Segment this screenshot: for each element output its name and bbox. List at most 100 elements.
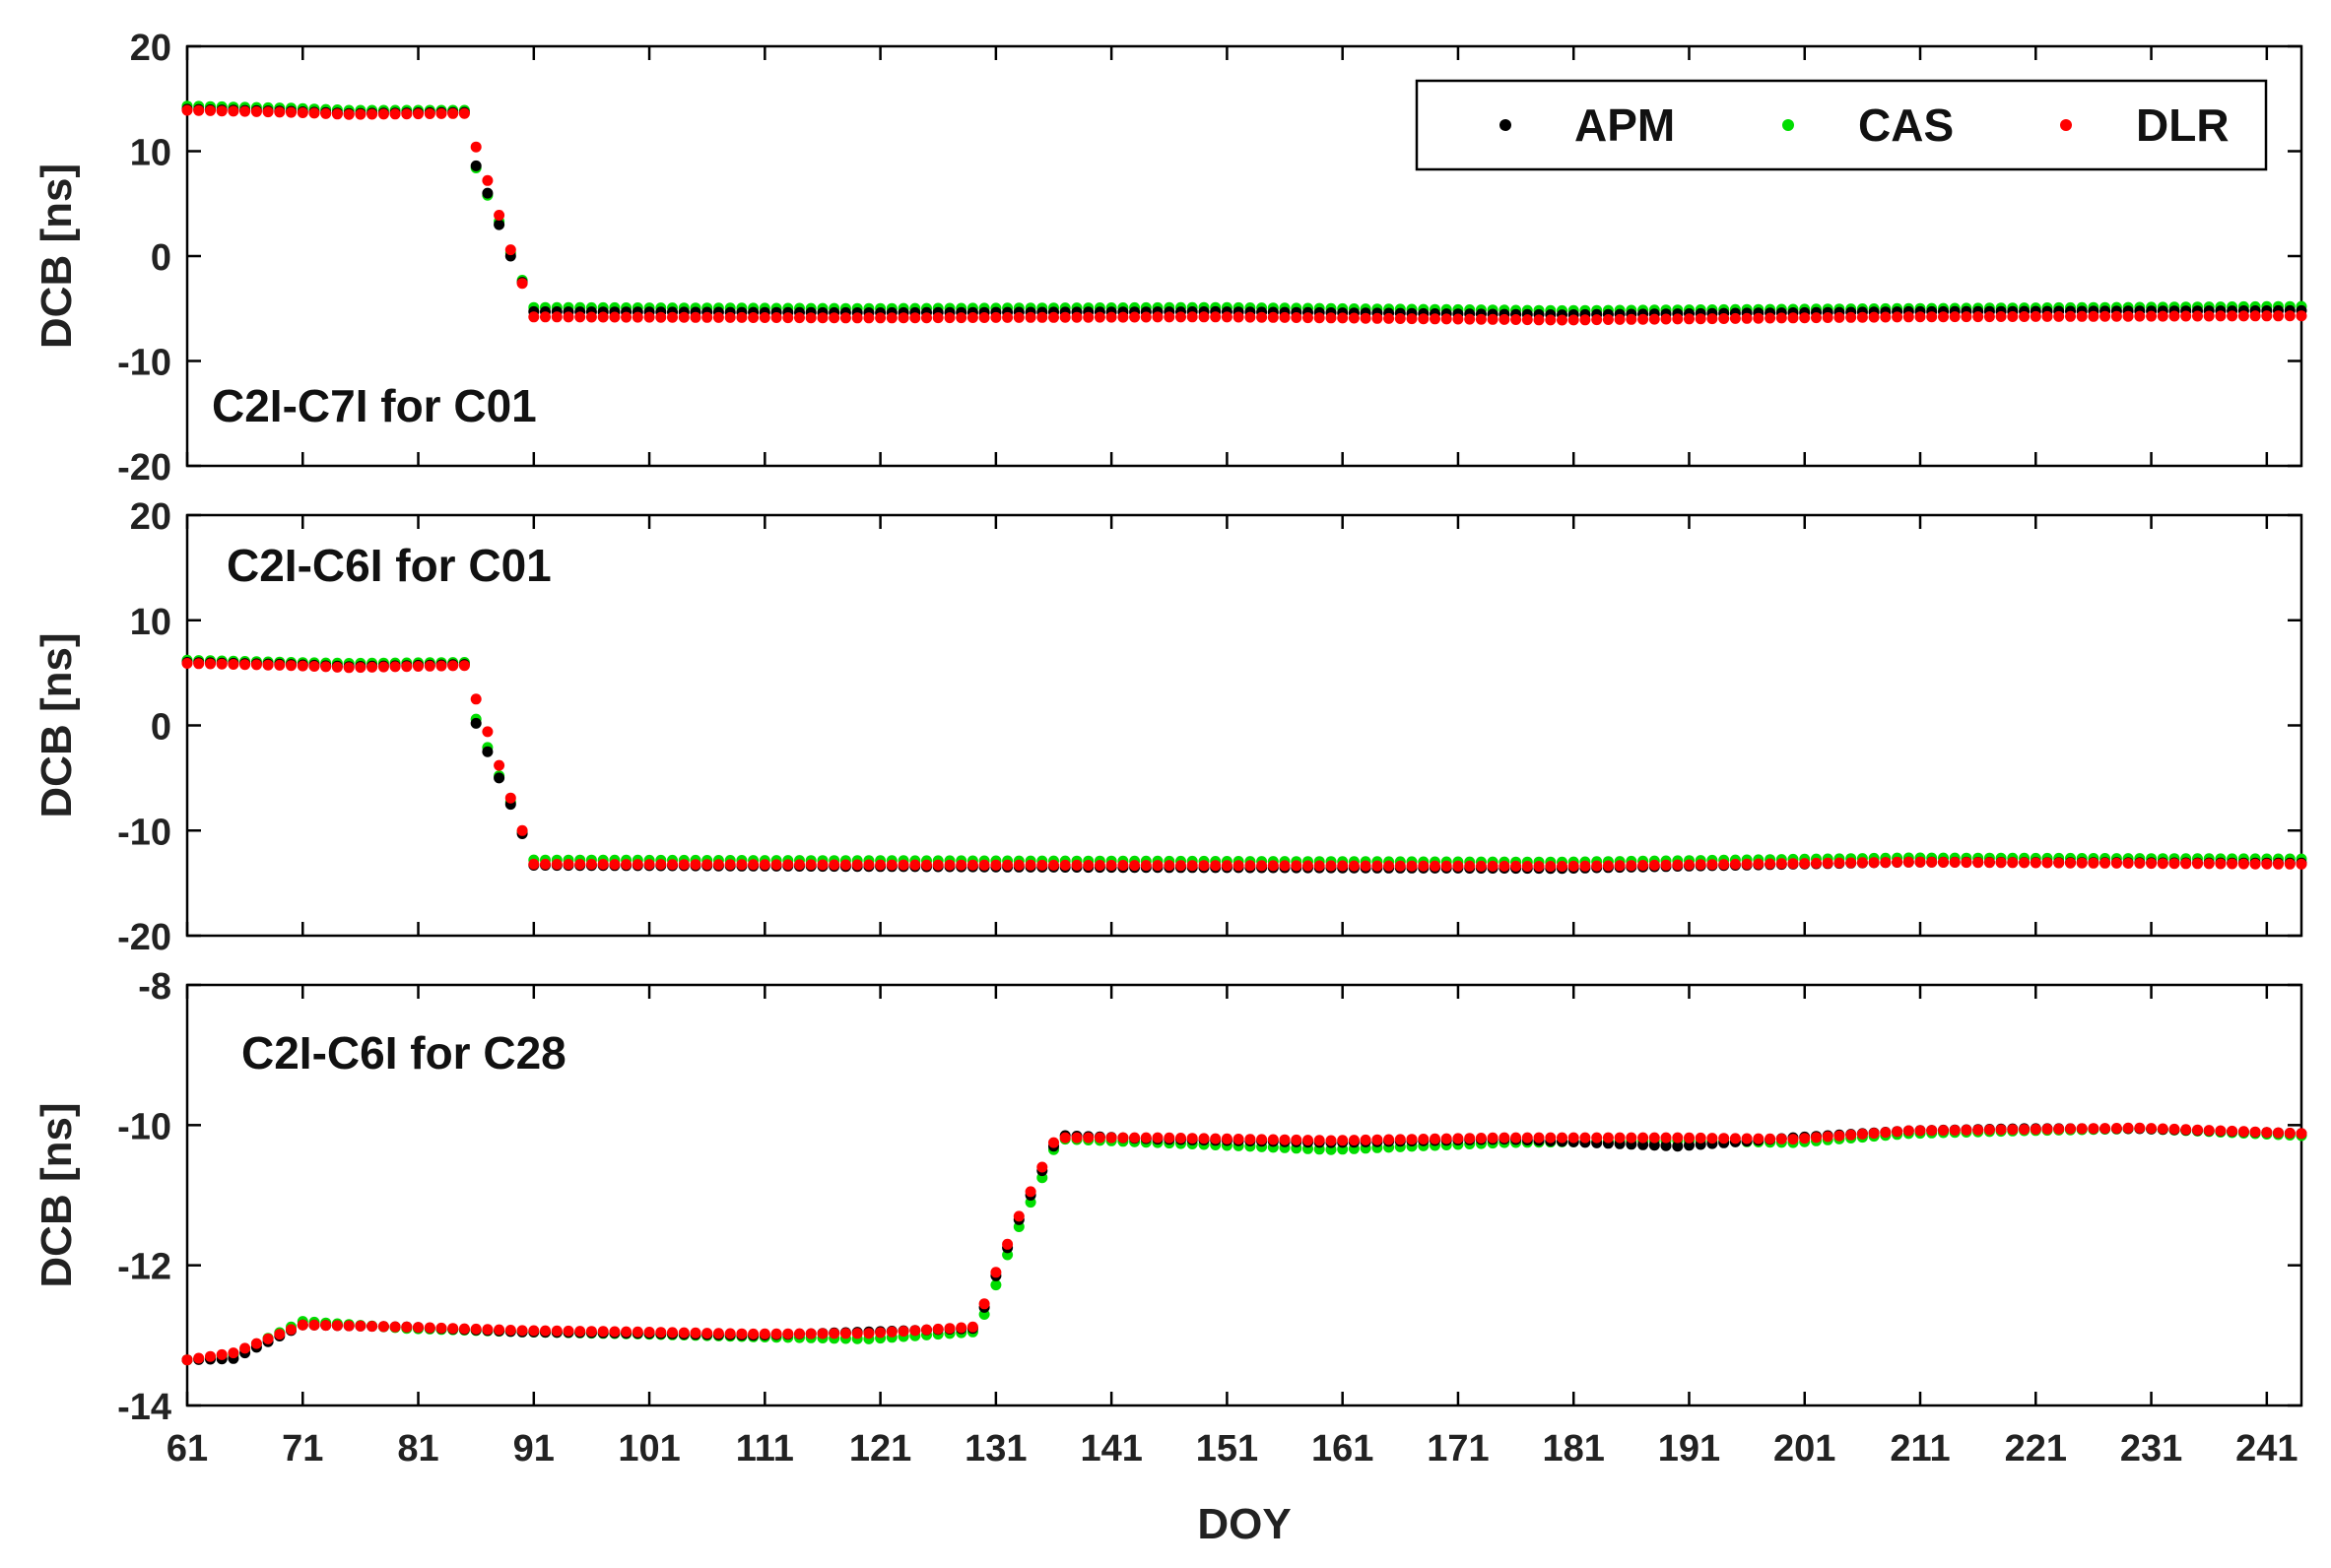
- data-point-dlr: [1660, 1132, 1672, 1143]
- data-point-dlr: [1557, 1132, 1567, 1143]
- data-point-dlr: [2296, 310, 2307, 322]
- data-point-dlr: [343, 108, 355, 120]
- data-point-dlr: [2168, 1123, 2180, 1135]
- data-point-dlr: [1325, 1135, 1337, 1146]
- data-point-dlr: [1706, 1133, 1718, 1144]
- data-point-dlr: [1811, 312, 1822, 324]
- data-point-dlr: [331, 108, 343, 120]
- data-point-dlr: [1833, 857, 1845, 869]
- data-point-dlr: [1059, 311, 1071, 323]
- data-point-dlr: [250, 659, 262, 671]
- data-point-dlr: [921, 1324, 932, 1336]
- data-point-dlr: [516, 278, 528, 290]
- data-point-dlr: [1059, 1132, 1071, 1143]
- data-point-dlr: [1291, 312, 1302, 323]
- data-point-dlr: [1464, 313, 1476, 325]
- data-point-dlr: [1313, 860, 1325, 872]
- data-point-dlr: [1983, 1124, 1995, 1136]
- data-point-dlr: [2088, 310, 2099, 322]
- data-point-dlr: [1695, 313, 1706, 325]
- data-point-dlr: [1383, 860, 1395, 872]
- data-point-dlr: [1383, 312, 1395, 324]
- data-point-dlr: [1071, 311, 1083, 323]
- data-point-dlr: [377, 108, 389, 120]
- x-tick-label: 191: [1658, 1428, 1720, 1470]
- data-point-dlr: [447, 660, 459, 672]
- data-point-dlr: [1510, 860, 1522, 872]
- data-point-dlr: [1706, 859, 1718, 871]
- data-point-dlr: [2019, 857, 2031, 869]
- data-point-dlr: [1337, 860, 1349, 872]
- data-point-dlr: [585, 311, 597, 323]
- data-point-dlr: [805, 1328, 817, 1339]
- data-point-dlr: [1313, 312, 1325, 324]
- data-point-dlr: [1684, 313, 1695, 325]
- data-point-dlr: [2192, 1124, 2203, 1136]
- x-tick-label: 111: [736, 1428, 794, 1470]
- data-point-dlr: [389, 1321, 401, 1333]
- data-point-dlr: [1348, 312, 1360, 324]
- data-point-dlr: [724, 1328, 736, 1339]
- data-point-dlr: [1487, 313, 1498, 325]
- data-point-dlr: [632, 1326, 643, 1338]
- data-point-dlr: [1210, 1133, 1222, 1144]
- data-point-dlr: [343, 662, 355, 674]
- data-point-dlr: [355, 662, 366, 674]
- data-point-dlr: [1695, 1132, 1706, 1143]
- data-point-dlr: [2122, 310, 2134, 322]
- data-point-dlr: [228, 659, 239, 670]
- data-point-dlr: [701, 1328, 713, 1339]
- data-point-dlr: [1232, 1134, 1244, 1144]
- data-point-dlr: [736, 859, 748, 871]
- data-point-dlr: [1787, 1134, 1799, 1145]
- data-point-dlr: [1129, 860, 1141, 872]
- data-point-dlr: [1741, 312, 1753, 324]
- data-point-dlr: [1567, 314, 1579, 326]
- data-point-dlr: [1186, 860, 1198, 872]
- data-point-dlr: [2007, 1124, 2019, 1136]
- legend-label-apm: APM: [1574, 99, 1675, 151]
- data-point-dlr: [1232, 311, 1244, 323]
- data-point-dlr: [2296, 1128, 2307, 1140]
- data-point-dlr: [1602, 860, 1614, 872]
- data-point-dlr: [701, 859, 713, 871]
- data-point-dlr: [1914, 856, 1926, 868]
- data-point-dlr: [1775, 858, 1787, 870]
- data-point-dlr: [2076, 310, 2088, 322]
- x-tick-label: 91: [513, 1428, 555, 1470]
- data-point-dlr: [898, 312, 909, 324]
- data-point-dlr: [2192, 310, 2203, 322]
- y-axis-label: DCB [ns]: [33, 632, 81, 817]
- data-point-dlr: [551, 1325, 563, 1337]
- data-point-dlr: [1418, 860, 1430, 872]
- data-point-dlr: [1406, 313, 1418, 325]
- data-point-dlr: [990, 311, 1002, 323]
- data-point-dlr: [655, 859, 667, 871]
- data-point-dlr: [829, 1328, 840, 1339]
- y-tick-label: 20: [130, 28, 171, 69]
- data-point-dlr: [1198, 311, 1210, 323]
- data-point-dlr: [1706, 313, 1718, 325]
- data-point-dlr: [2180, 858, 2192, 870]
- data-point-dlr: [2053, 310, 2065, 322]
- data-point-dlr: [458, 1323, 470, 1335]
- data-point-dlr: [1002, 1238, 1014, 1250]
- data-point-dlr: [458, 107, 470, 119]
- data-point-dlr: [944, 859, 956, 871]
- data-point-dlr: [413, 1322, 424, 1334]
- data-point-dlr: [597, 859, 609, 870]
- data-point-dlr: [1961, 857, 1972, 869]
- data-point-dlr: [1025, 1186, 1036, 1198]
- data-point-dlr: [1533, 1132, 1545, 1143]
- data-point-dlr: [563, 1325, 574, 1337]
- legend-box: [1415, 79, 2268, 171]
- data-point-dlr: [1418, 313, 1430, 325]
- data-point-dlr: [504, 1325, 516, 1336]
- data-point-dlr: [181, 1354, 193, 1366]
- data-point-dlr: [1660, 859, 1672, 871]
- data-point-dlr: [909, 859, 921, 871]
- data-point-dlr: [262, 659, 274, 671]
- data-point-dlr: [308, 1319, 320, 1331]
- data-point-dlr: [1753, 312, 1765, 324]
